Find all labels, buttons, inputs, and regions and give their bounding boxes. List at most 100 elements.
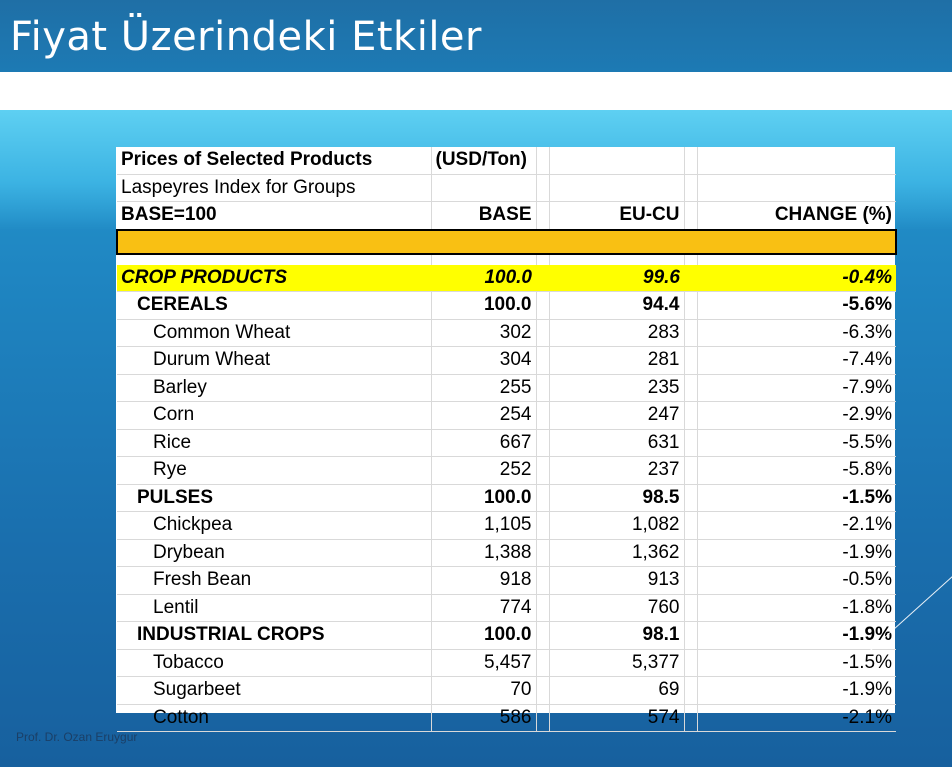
product-name: Fresh Bean xyxy=(117,566,432,595)
eucu-value: 99.6 xyxy=(549,264,684,292)
product-name: Sugarbeet xyxy=(117,676,432,705)
table-subtitle-row: Laspeyres Index for Groups xyxy=(117,174,896,202)
product-name: Lentil xyxy=(117,594,432,622)
eucu-value: 94.4 xyxy=(549,291,685,320)
change-value: -0.5% xyxy=(697,566,896,595)
change-value: -1.8% xyxy=(697,594,896,622)
price-table: Prices of Selected Products (USD/Ton) La… xyxy=(116,147,897,732)
base-value: 100.0 xyxy=(431,484,537,512)
product-name: Corn xyxy=(117,401,432,430)
eucu-value: 98.1 xyxy=(549,621,685,650)
table-title-row: Prices of Selected Products (USD/Ton) xyxy=(117,147,896,175)
change-value: -7.4% xyxy=(697,346,896,375)
spacer-row xyxy=(117,253,896,265)
table-row: Drybean 1,388 1,362 -1.9% xyxy=(117,539,896,567)
product-name: Cotton xyxy=(117,704,432,732)
eucu-value: 760 xyxy=(549,594,685,622)
change-value: -5.8% xyxy=(697,456,896,485)
base-value: 304 xyxy=(431,346,537,375)
column-header-row: BASE=100 BASE EU-CU CHANGE (%) xyxy=(117,201,896,231)
eucu-value: 283 xyxy=(549,319,685,347)
table-row: Sugarbeet 70 69 -1.9% xyxy=(117,676,896,705)
table-row: Corn 254 247 -2.9% xyxy=(117,401,896,430)
eucu-value: 247 xyxy=(549,401,685,430)
footer-author: Prof. Dr. Ozan Eruygur xyxy=(16,730,138,744)
base-value: 918 xyxy=(431,566,537,595)
product-name: CEREALS xyxy=(117,291,432,320)
group-row: INDUSTRIAL CROPS 100.0 98.1 -1.9% xyxy=(117,621,896,650)
table-row: Tobacco 5,457 5,377 -1.5% xyxy=(117,649,896,677)
eucu-value: 235 xyxy=(549,374,685,402)
table-title: Prices of Selected Products xyxy=(117,147,432,175)
table-row: Durum Wheat 304 281 -7.4% xyxy=(117,346,896,375)
product-name: Rye xyxy=(117,456,432,485)
change-value: -1.9% xyxy=(697,539,896,567)
eucu-value: 574 xyxy=(549,704,685,732)
change-value: -1.5% xyxy=(697,649,896,677)
change-value: -1.9% xyxy=(697,676,896,705)
base-value: 100.0 xyxy=(431,291,537,320)
base-value: 5,457 xyxy=(431,649,537,677)
table-row: Cotton 586 574 -2.1% xyxy=(117,704,896,732)
change-value: -2.1% xyxy=(697,511,896,540)
white-strip xyxy=(0,72,952,110)
column-header-change: CHANGE (%) xyxy=(697,201,896,231)
change-value: -5.6% xyxy=(697,291,896,320)
eucu-value: 5,377 xyxy=(549,649,685,677)
table-row: Rye 252 237 -5.8% xyxy=(117,456,896,485)
change-value: -0.4% xyxy=(697,264,896,292)
group-row: PULSES 100.0 98.5 -1.5% xyxy=(117,484,896,512)
unit-label: (USD/Ton) xyxy=(431,147,537,175)
table-subtitle: Laspeyres Index for Groups xyxy=(117,174,432,202)
product-name: Common Wheat xyxy=(117,319,432,347)
table-row: Chickpea 1,105 1,082 -2.1% xyxy=(117,511,896,540)
table-row: Common Wheat 302 283 -6.3% xyxy=(117,319,896,347)
eucu-value: 237 xyxy=(549,456,685,485)
base-value: 255 xyxy=(431,374,537,402)
product-name: INDUSTRIAL CROPS xyxy=(117,621,432,650)
title-bar: Fiyat Üzerindeki Etkiler xyxy=(0,0,952,72)
column-header-base: BASE xyxy=(431,201,537,231)
column-header-eucu: EU-CU xyxy=(549,201,685,231)
eucu-value: 1,362 xyxy=(549,539,685,567)
product-name: Barley xyxy=(117,374,432,402)
base-value: 1,105 xyxy=(431,511,537,540)
change-value: -5.5% xyxy=(697,429,896,457)
change-value: -2.9% xyxy=(697,401,896,430)
crop-products-row: CROP PRODUCTS 100.0 99.6 -0.4% xyxy=(117,264,896,292)
product-name: PULSES xyxy=(117,484,432,512)
base-value: 586 xyxy=(431,704,537,732)
slide-title: Fiyat Üzerindeki Etkiler xyxy=(10,14,482,60)
base-value: 302 xyxy=(431,319,537,347)
table-row: Rice 667 631 -5.5% xyxy=(117,429,896,457)
product-name: Chickpea xyxy=(117,511,432,540)
base-value: 70 xyxy=(431,676,537,705)
product-name: Rice xyxy=(117,429,432,457)
orange-separator-row xyxy=(116,229,897,255)
change-value: -7.9% xyxy=(697,374,896,402)
change-value: -1.5% xyxy=(697,484,896,512)
base-value: 667 xyxy=(431,429,537,457)
product-name: Drybean xyxy=(117,539,432,567)
change-value: -6.3% xyxy=(697,319,896,347)
eucu-value: 98.5 xyxy=(549,484,685,512)
change-value: -2.1% xyxy=(697,704,896,732)
product-name: CROP PRODUCTS xyxy=(117,264,431,292)
table-row: Lentil 774 760 -1.8% xyxy=(117,594,896,622)
eucu-value: 281 xyxy=(549,346,685,375)
eucu-value: 69 xyxy=(549,676,685,705)
base-value: 774 xyxy=(431,594,537,622)
change-value: -1.9% xyxy=(697,621,896,650)
table-row: Fresh Bean 918 913 -0.5% xyxy=(117,566,896,595)
product-name: Tobacco xyxy=(117,649,432,677)
eucu-value: 631 xyxy=(549,429,685,457)
base-value: 1,388 xyxy=(431,539,537,567)
base-value: 100.0 xyxy=(431,264,536,292)
eucu-value: 1,082 xyxy=(549,511,685,540)
column-header-label: BASE=100 xyxy=(117,201,432,231)
base-value: 252 xyxy=(431,456,537,485)
eucu-value: 913 xyxy=(549,566,685,595)
group-row: CEREALS 100.0 94.4 -5.6% xyxy=(117,291,896,320)
base-value: 254 xyxy=(431,401,537,430)
base-value: 100.0 xyxy=(431,621,537,650)
